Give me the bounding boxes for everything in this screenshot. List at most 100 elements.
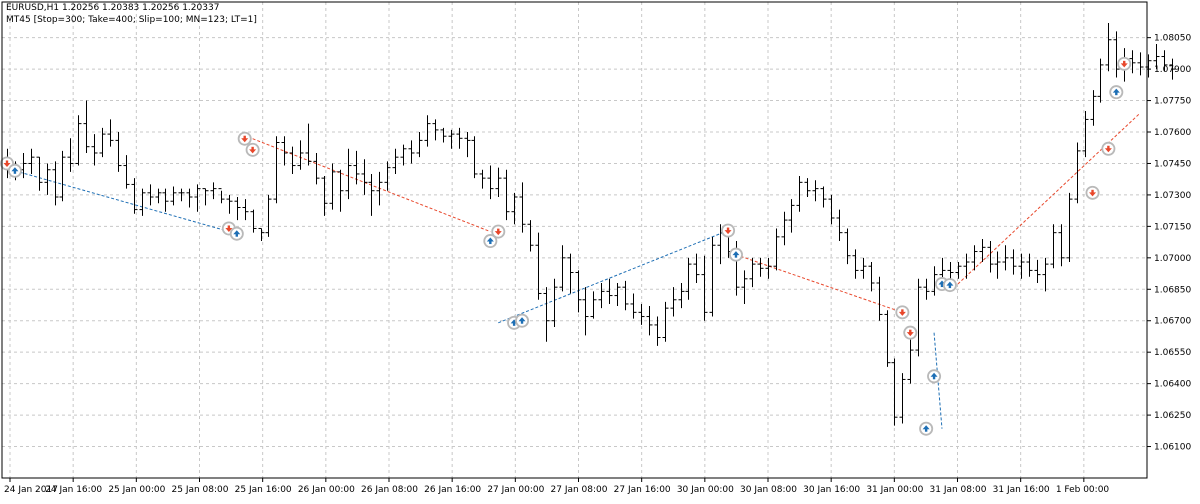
ohlc-bar bbox=[899, 373, 906, 424]
buy-marker[interactable] bbox=[942, 278, 957, 293]
ohlc-bar bbox=[1169, 58, 1176, 80]
sell-marker[interactable] bbox=[1117, 56, 1132, 71]
ohlc-bar bbox=[1145, 54, 1152, 78]
ohlc-bar bbox=[931, 266, 938, 296]
buy-marker[interactable] bbox=[7, 163, 22, 178]
ohlc-bar bbox=[210, 182, 217, 200]
ohlc-bar bbox=[994, 251, 1001, 279]
buy-marker[interactable] bbox=[515, 313, 530, 328]
ohlc-bar bbox=[91, 134, 98, 166]
sell-marker[interactable] bbox=[1101, 141, 1116, 156]
ohlc-bar bbox=[52, 161, 59, 206]
price-label: 1.07150 bbox=[1154, 222, 1191, 232]
time-label: 26 Jan 08:00 bbox=[361, 485, 418, 495]
ohlc-bar bbox=[567, 253, 574, 294]
plot-frame bbox=[1, 1, 1148, 479]
ohlc-bar bbox=[519, 182, 526, 233]
ohlc-bar bbox=[543, 287, 550, 342]
ohlc-bar bbox=[884, 310, 891, 367]
ohlc-bar bbox=[630, 293, 637, 319]
buy-marker[interactable] bbox=[728, 247, 743, 262]
ohlc-bar bbox=[891, 358, 898, 426]
ohlc-bar bbox=[170, 186, 177, 206]
ohlc-bar bbox=[242, 199, 249, 221]
ohlc-bar bbox=[305, 123, 312, 166]
axes bbox=[1, 1, 1151, 482]
price-label: 1.08050 bbox=[1154, 34, 1191, 44]
ohlc-bar bbox=[44, 163, 51, 195]
ohlc-bar bbox=[265, 194, 272, 237]
buy-marker[interactable] bbox=[1109, 85, 1124, 100]
ohlc-bar bbox=[1074, 142, 1081, 204]
ohlc-bar bbox=[194, 184, 201, 212]
ohlc-bar bbox=[234, 197, 241, 221]
ohlc-bar bbox=[226, 194, 233, 214]
ohlc-bar bbox=[345, 148, 352, 200]
buy-marker[interactable] bbox=[229, 226, 244, 241]
ohlc-bar bbox=[535, 232, 542, 300]
ohlc-bar bbox=[685, 257, 692, 300]
price-label: 1.07300 bbox=[1154, 191, 1191, 201]
ohlc-bar bbox=[313, 152, 320, 185]
ohlc-bar bbox=[1042, 257, 1049, 292]
time-label: 1 Feb 00:00 bbox=[1056, 485, 1110, 495]
ohlc-bar bbox=[178, 188, 185, 202]
ohlc-bar bbox=[551, 278, 558, 328]
ohlc-bar bbox=[860, 257, 867, 279]
ohlc-bar bbox=[321, 176, 328, 216]
ohlc-bar bbox=[250, 209, 257, 233]
ohlc-bar bbox=[757, 257, 764, 277]
time-label: 27 Jan 08:00 bbox=[551, 485, 608, 495]
ohlc-bar bbox=[590, 291, 597, 319]
ohlc-bar bbox=[75, 115, 82, 166]
ohlc-bar bbox=[788, 199, 795, 233]
ohlc-bar bbox=[400, 144, 407, 166]
ohlc-bar bbox=[281, 136, 288, 166]
ohlc-bar bbox=[408, 140, 415, 164]
buy-marker[interactable] bbox=[919, 421, 934, 436]
ohlc-bar bbox=[202, 188, 209, 206]
time-label: 30 Jan 08:00 bbox=[740, 485, 797, 495]
ohlc-bar bbox=[955, 262, 962, 279]
ohlc-bar bbox=[709, 236, 716, 317]
grid bbox=[2, 2, 1147, 478]
time-label: 24 Jan 16:00 bbox=[45, 485, 102, 495]
ohlc-bar bbox=[511, 192, 518, 225]
buy-marker[interactable] bbox=[927, 369, 942, 384]
sell-marker[interactable] bbox=[721, 223, 736, 238]
ohlc-bar bbox=[186, 188, 193, 208]
ohlc-bar bbox=[1018, 253, 1025, 279]
ohlc-bar bbox=[353, 150, 360, 185]
sell-marker[interactable] bbox=[245, 142, 260, 157]
ohlc-bar bbox=[670, 287, 677, 317]
buy-marker[interactable] bbox=[483, 234, 498, 249]
ohlc-bar bbox=[162, 188, 169, 212]
time-label: 25 Jan 16:00 bbox=[235, 485, 292, 495]
ohlc-bar bbox=[1058, 224, 1065, 267]
sell-marker[interactable] bbox=[237, 131, 252, 146]
sell-marker[interactable] bbox=[895, 305, 910, 320]
sell-marker[interactable] bbox=[903, 325, 918, 340]
ohlc-bar bbox=[638, 303, 645, 325]
price-label: 1.07750 bbox=[1154, 97, 1191, 107]
ohlc-bar bbox=[273, 136, 280, 204]
time-label: 30 Jan 16:00 bbox=[803, 485, 860, 495]
price-label: 1.06550 bbox=[1154, 348, 1191, 358]
ohlc-bar bbox=[1137, 52, 1144, 76]
ohlc-bar bbox=[376, 171, 383, 206]
ohlc-bar bbox=[361, 159, 368, 195]
ohlc-bar bbox=[876, 276, 883, 321]
ohlc-bar bbox=[749, 257, 756, 288]
ohlc-bar bbox=[456, 127, 463, 149]
sell-marker[interactable] bbox=[491, 224, 506, 239]
sell-trade-line bbox=[735, 254, 903, 313]
ohlc-bar bbox=[812, 180, 819, 202]
ohlc-bar bbox=[1153, 43, 1160, 70]
ohlc-bar bbox=[1082, 111, 1089, 158]
sell-marker[interactable] bbox=[1085, 185, 1100, 200]
ohlc-bar bbox=[139, 188, 146, 216]
ohlc-bar bbox=[836, 209, 843, 242]
